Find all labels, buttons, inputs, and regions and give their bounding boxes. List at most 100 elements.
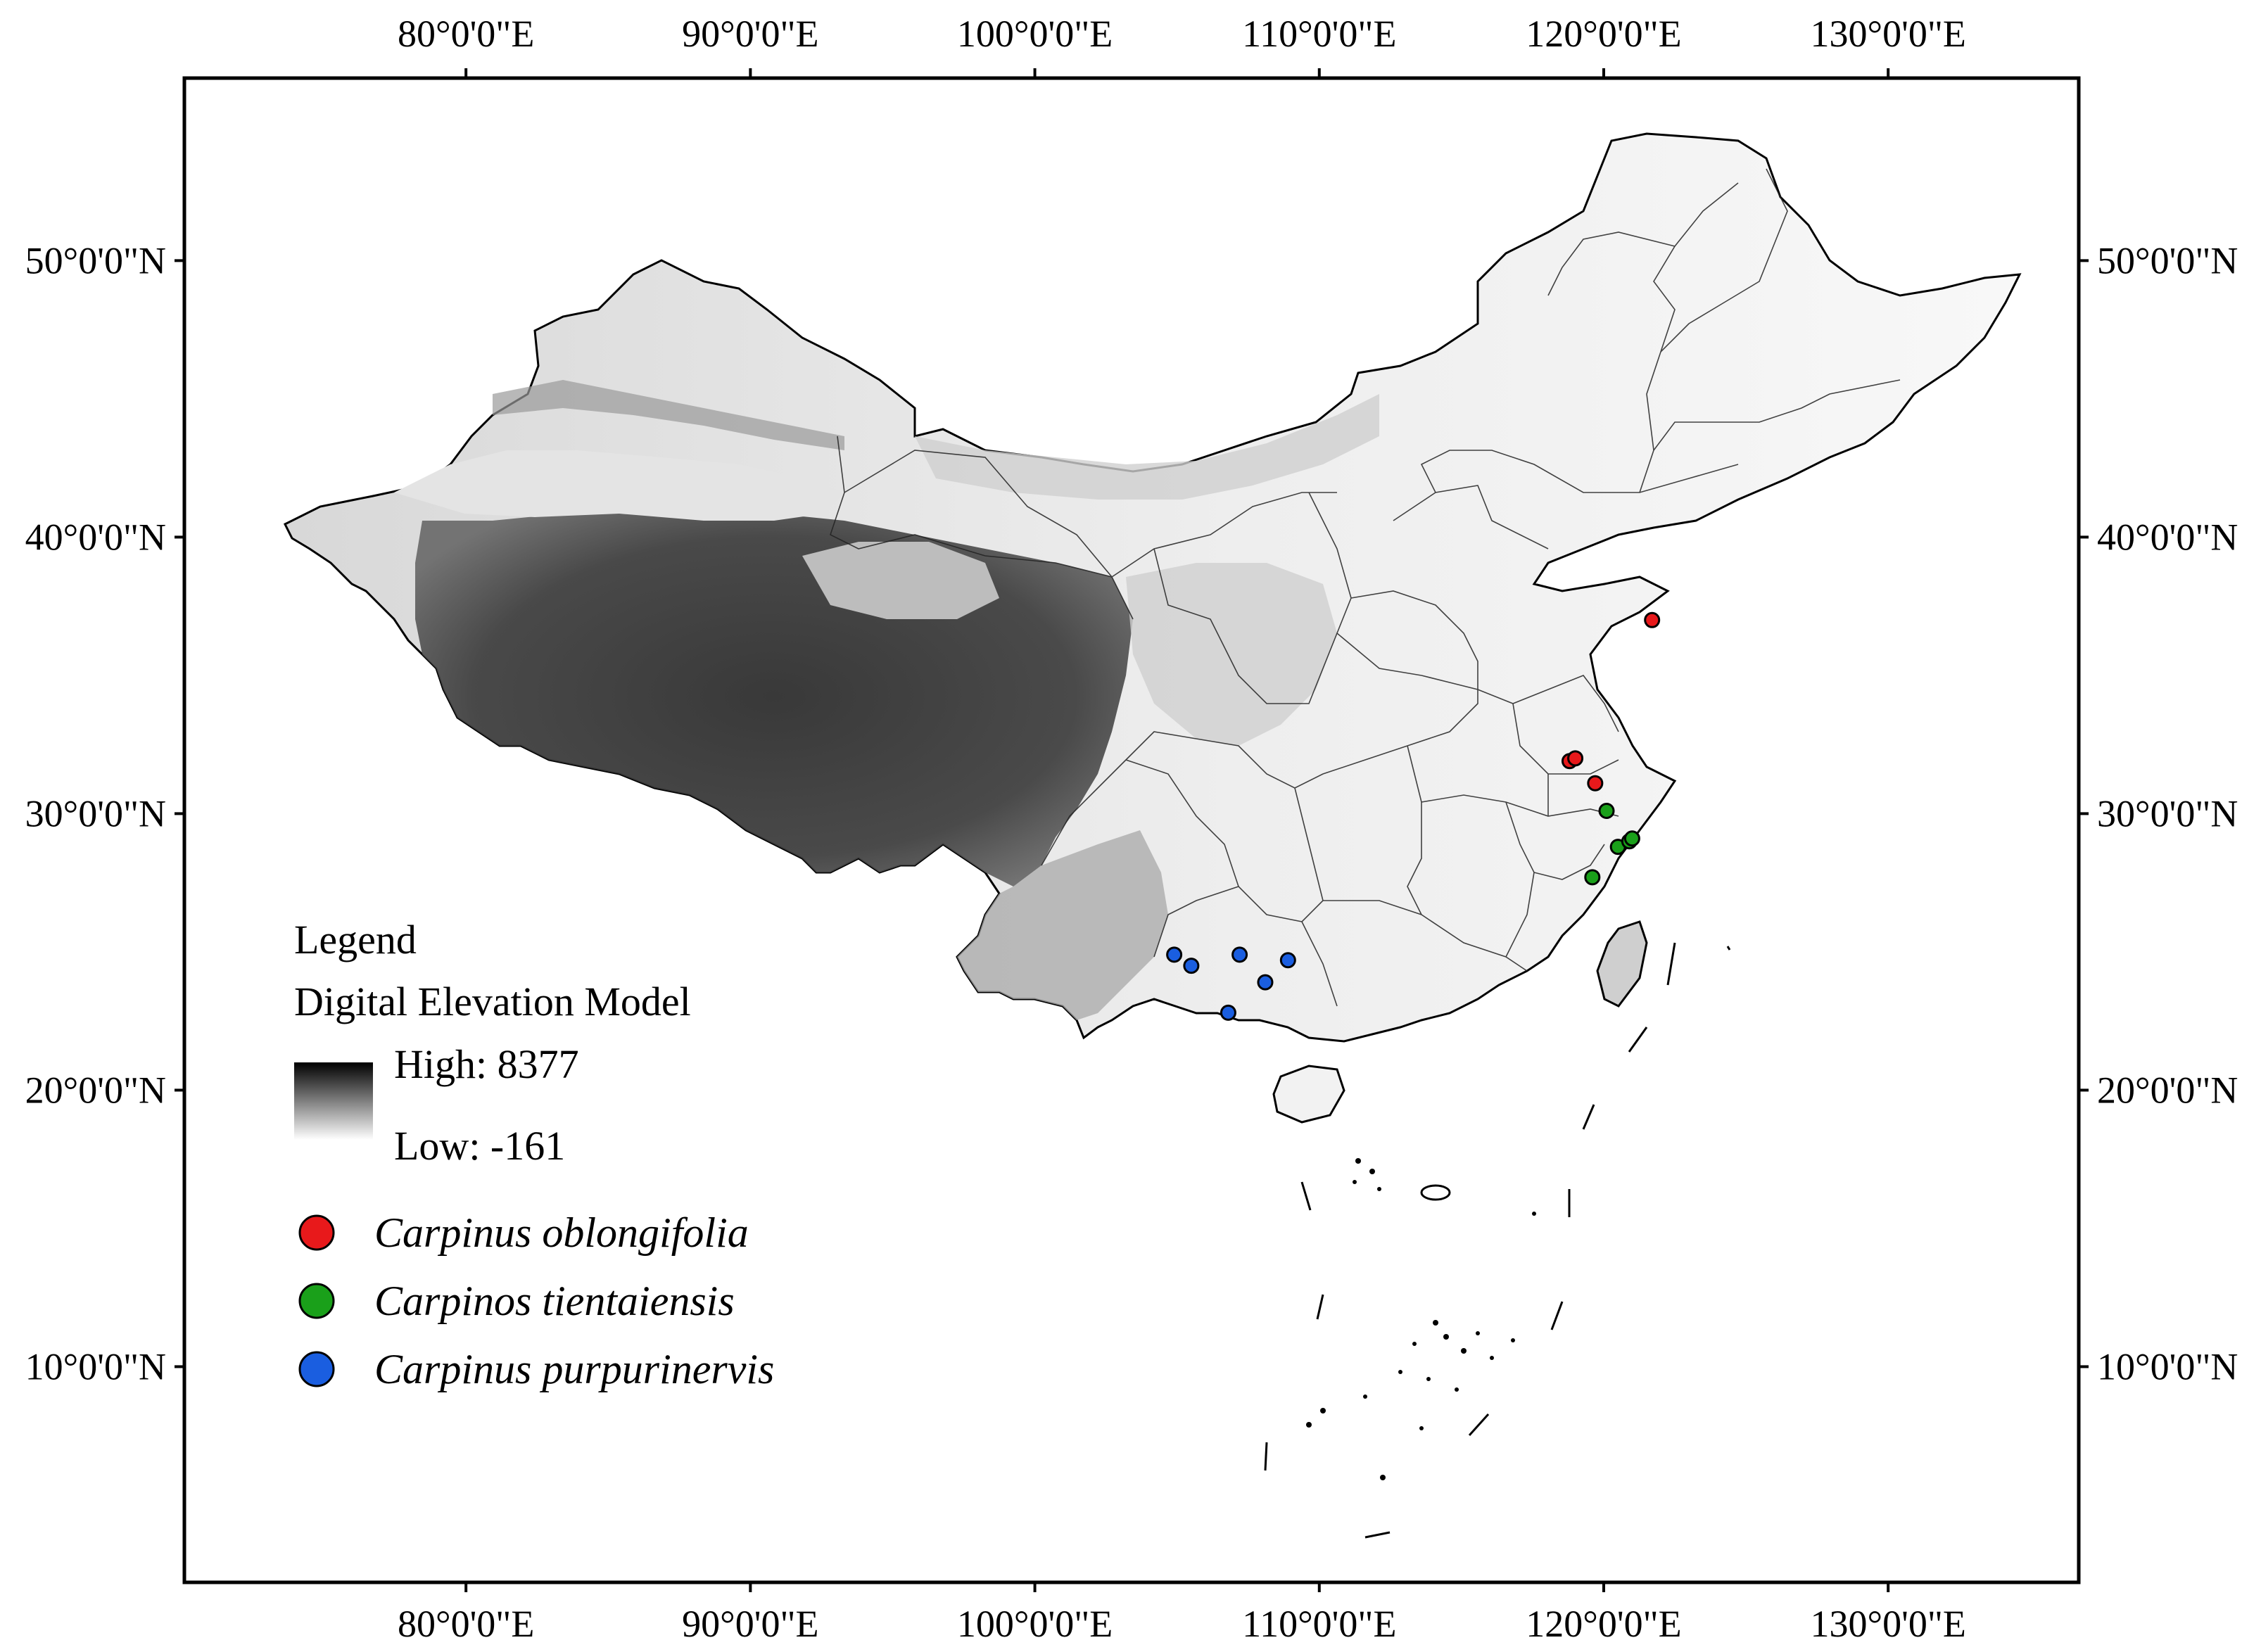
island-dot — [1377, 1187, 1381, 1191]
boundary-line — [1350, 590, 1478, 690]
island-dot — [1363, 1394, 1367, 1399]
boundary-line — [1153, 548, 1338, 704]
qaidam-basin — [802, 542, 999, 619]
taiwan-island — [1596, 920, 1648, 1008]
x-tick-label-bottom: 80°0'0"E — [398, 1603, 534, 1645]
y-tick-label-left: 40°0'0"N — [25, 516, 166, 558]
legend-species-list: Carpinus oblongifolia Carpinos tientaiens… — [298, 1209, 774, 1392]
legend-item-label: Carpinus oblongifolia — [374, 1209, 749, 1256]
dem-color-ramp — [294, 1062, 373, 1140]
boundary-line — [1407, 675, 1478, 746]
boundary-line — [1505, 872, 1535, 958]
x-tick-label-top: 130°0'0"E — [1811, 13, 1966, 55]
island-dot — [1320, 1408, 1326, 1413]
occurrence-point — [1623, 830, 1640, 847]
land-layer — [283, 132, 2022, 1043]
legend-dem-title: Digital Elevation Model — [294, 979, 691, 1024]
x-tick-label-bottom: 100°0'0"E — [957, 1603, 1113, 1645]
boundary-line — [1646, 168, 1788, 451]
island-dot — [1419, 1426, 1424, 1430]
y-tick-label-right: 10°0'0"N — [2097, 1345, 2238, 1387]
y-tick-label-left: 50°0'0"N — [25, 239, 166, 281]
x-tick-label-bottom: 120°0'0"E — [1526, 1603, 1681, 1645]
boundary-line — [1153, 886, 1239, 958]
island-dot — [1511, 1338, 1515, 1342]
islands — [1272, 920, 1648, 1124]
y-tick-label-left: 30°0'0"N — [25, 792, 166, 834]
boundary-line — [1653, 182, 1739, 352]
occurrence-point — [1584, 869, 1601, 886]
x-tick-label-top: 110°0'0"E — [1242, 13, 1396, 55]
x-tick-label-bottom: 90°0'0"E — [682, 1603, 818, 1645]
occurrence-point — [1220, 1004, 1236, 1021]
tianshan-range — [493, 380, 844, 450]
boundary-line — [1639, 379, 1901, 493]
boundary-line — [1041, 731, 1197, 866]
occurrence-point — [1598, 802, 1615, 819]
x-tick-label-top: 100°0'0"E — [957, 13, 1113, 55]
boundary-line — [1111, 492, 1337, 578]
y-tick-label-left: 10°0'0"N — [25, 1345, 166, 1387]
legend: Legend Digital Elevation Model High: 837… — [294, 917, 774, 1392]
island-dot — [1355, 1158, 1361, 1164]
x-tick-label-top: 90°0'0"E — [682, 13, 818, 55]
nine-dash-line — [1468, 1413, 1490, 1437]
boundary-line — [1323, 900, 1528, 972]
legend-swatch — [298, 1214, 335, 1251]
island-dot — [1455, 1387, 1459, 1392]
legend-swatch — [298, 1351, 335, 1387]
y-axis-ticks: 50°0'0"N 50°0'0"N 40°0'0"N 40°0'0"N 30°0'0"N… — [25, 239, 2238, 1387]
tarim-basin — [394, 450, 844, 521]
nine-dash-line — [1264, 1442, 1268, 1471]
boundary-line — [1505, 801, 1605, 880]
legend-item-label: Carpinus purpurinervis — [374, 1346, 774, 1392]
boundary-line — [1477, 675, 1619, 732]
y-tick-label-right: 20°0'0"N — [2097, 1069, 2238, 1111]
island-dot — [1426, 1377, 1431, 1381]
y-tick-label-left: 20°0'0"N — [25, 1069, 166, 1111]
occurrence-points — [1166, 611, 1661, 1021]
island-dot — [1380, 1475, 1386, 1480]
y-tick-label-right: 30°0'0"N — [2097, 792, 2238, 834]
island-dot — [1353, 1180, 1357, 1184]
island-dot — [1476, 1331, 1480, 1335]
small-islands — [1306, 1158, 1536, 1480]
boundary-line — [1420, 450, 1739, 493]
nine-dash-line — [1666, 942, 1676, 986]
province-boundaries — [830, 168, 1901, 1007]
occurrence-point — [1644, 611, 1661, 628]
legend-item-label: Carpinos tientaiensis — [374, 1278, 735, 1324]
occurrence-point — [1587, 775, 1604, 792]
boundary-line — [1421, 794, 1619, 817]
boundary-line — [1294, 787, 1338, 1007]
occurrence-point — [1257, 974, 1274, 991]
island-dot — [1369, 1169, 1375, 1174]
boundary-line — [1407, 745, 1422, 915]
hainan-island — [1272, 1065, 1345, 1124]
south-china-sea — [1264, 942, 1731, 1539]
boundary-line — [1125, 759, 1303, 922]
nine-dash-line — [1628, 1027, 1648, 1053]
x-tick-label-top: 80°0'0"E — [398, 13, 534, 55]
legend-swatch — [298, 1283, 335, 1319]
island-dot — [1398, 1370, 1402, 1374]
inner-mongolia-plateau — [915, 394, 1379, 500]
boundary-line — [830, 436, 1113, 578]
occurrence-point — [1231, 946, 1248, 963]
island-dot — [1433, 1320, 1438, 1326]
island-dot — [1490, 1356, 1494, 1360]
legend-dem-high: High: 8377 — [394, 1041, 579, 1087]
x-tick-label-bottom: 130°0'0"E — [1811, 1603, 1966, 1645]
y-tick-label-right: 40°0'0"N — [2097, 516, 2238, 558]
nine-dash-line — [1726, 946, 1731, 951]
x-tick-label-bottom: 110°0'0"E — [1242, 1603, 1396, 1645]
nine-dash-line — [1300, 1181, 1312, 1211]
boundary-line — [1547, 231, 1676, 296]
island-dot — [1443, 1334, 1449, 1340]
occurrence-point — [1567, 750, 1584, 767]
island-dot — [1461, 1348, 1467, 1354]
nine-dash-line — [1316, 1294, 1324, 1320]
island-dot — [1532, 1212, 1536, 1216]
